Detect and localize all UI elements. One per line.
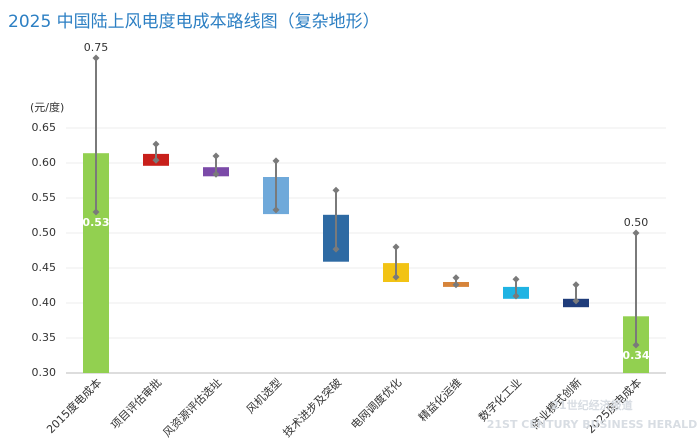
y-tick-label: 0.45 [32,261,57,274]
x-tick-label: 风资源评估选址 [160,375,224,439]
whisker-low [332,245,340,253]
whisker-high [212,152,220,160]
watermark: 21世纪经济报道 [551,398,632,412]
y-tick-label: 0.60 [32,156,57,169]
x-tick-label: 技术进步及突破 [280,375,344,439]
y-tick-label: 0.55 [32,191,57,204]
whisker-high [572,281,580,289]
y-tick-label: 0.40 [32,296,57,309]
data-label: 0.53 [82,216,109,229]
whisker-low [92,208,100,216]
whisker-low [272,206,280,214]
whisker-low [152,156,160,164]
x-tick-label: 2015度电成本 [43,375,104,436]
whisker-high [392,243,400,251]
data-label: 0.75 [84,41,109,54]
x-tick-label: 风机选型 [243,375,284,416]
whisker-high [452,274,460,282]
watermark-sub: 21ST CENTURY BUSINESS HERALD [487,418,698,431]
y-unit: (元/度) [30,100,64,114]
x-tick-label: 项目评估审批 [108,375,165,432]
whisker-high [332,186,340,194]
y-tick-label: 0.65 [32,121,57,134]
whisker-high [632,229,640,237]
chart-title: 2025 中国陆上风电度电成本路线图（复杂地形） [8,12,380,32]
x-tick-label: 电网调度优化 [348,375,405,432]
x-tick-label: 精益化运维 [415,375,464,424]
whisker-high [512,275,520,283]
whisker-high [152,140,160,148]
y-tick-label: 0.50 [32,226,57,239]
y-tick-label: 0.35 [32,331,57,344]
data-label: 0.50 [624,216,649,229]
x-tick-label: 数字化工业 [475,375,524,424]
whisker-high [92,54,100,62]
whisker-low [392,273,400,281]
whisker-low [572,297,580,305]
whisker-low [512,292,520,300]
whisker-low [632,341,640,349]
whisker-low [212,170,220,178]
whisker-high [272,157,280,165]
whisker-low [452,281,460,289]
y-tick-label: 0.30 [32,366,57,379]
data-label: 0.34 [622,349,649,362]
